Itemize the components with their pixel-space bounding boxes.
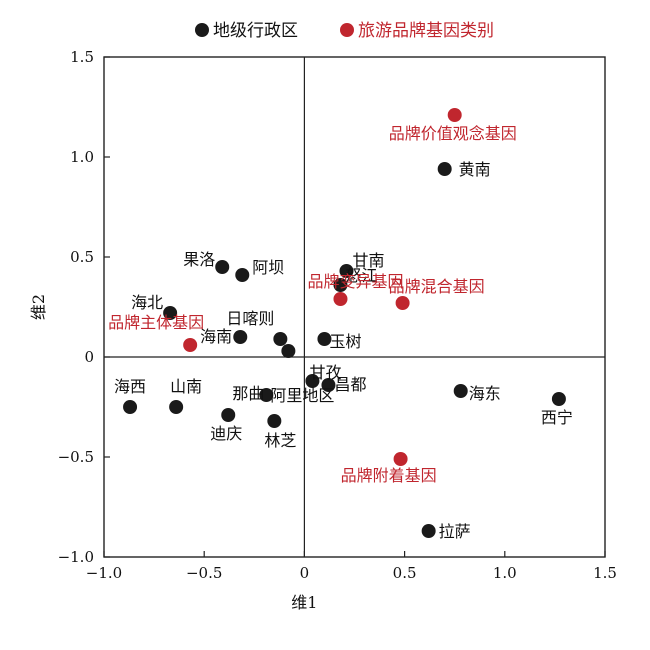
point-label: 海西 (114, 377, 146, 396)
point-label: 那曲 (232, 384, 264, 403)
x-tick-label: 1.0 (493, 564, 517, 582)
point-label: 海东 (469, 384, 501, 403)
point-label: 果洛 (183, 250, 215, 269)
point-label: 品牌价值观念基因 (389, 124, 517, 143)
point-label: 海北 (131, 293, 163, 312)
point-label: 阿坝 (252, 258, 284, 277)
gene-point (333, 292, 348, 306)
x-tick-label: 0.5 (393, 564, 417, 582)
region-point (453, 384, 468, 398)
y-tick-label: 1.0 (70, 148, 94, 166)
point-label: 拉萨 (439, 522, 471, 541)
point-label: 品牌变异基因 (307, 272, 403, 291)
axis-titles: 维1 维2 (29, 294, 317, 612)
point-label: 迪庆 (210, 424, 242, 443)
point-label: 阿里地区 (270, 386, 334, 405)
point-label: 怒江 (345, 266, 377, 285)
region-point (305, 374, 320, 388)
gene-point (395, 296, 410, 310)
region-point (267, 414, 282, 428)
x-axis-title: 维1 (291, 593, 317, 612)
region-point (437, 162, 452, 176)
point-label: 海南 (200, 327, 232, 346)
region-point (221, 408, 236, 422)
y-axis-title: 维2 (29, 294, 48, 320)
legend-marker-region (195, 23, 209, 37)
plot-area (103, 56, 606, 558)
point-label: 黄南 (459, 160, 491, 179)
point-label: 甘孜 (309, 363, 341, 382)
point-label: 品牌混合基因 (389, 277, 485, 296)
region-point (215, 260, 230, 274)
legend: 地级行政区 旅游品牌基因类别 (195, 21, 494, 41)
data-points (123, 108, 566, 538)
legend-marker-gene (340, 23, 354, 37)
y-tick-label: −1.0 (58, 548, 94, 566)
region-point (321, 378, 336, 392)
legend-label: 旅游品牌基因类别 (358, 21, 494, 41)
point-label: 品牌主体基因 (108, 313, 204, 332)
region-point (123, 400, 138, 414)
gene-point (393, 452, 408, 466)
region-point (551, 392, 566, 406)
y-tick-label: 1.5 (70, 48, 94, 66)
point-label: 昌都 (334, 375, 366, 394)
region-point (421, 524, 436, 538)
region-point (235, 268, 250, 282)
axis-ticks: −1.0−1.0 −0.5 −0.5 0 0 0.5 0.5 1.0 1.0 1.5 1.5 (58, 48, 617, 582)
point-label: 品牌附着基因 (341, 466, 437, 485)
region-point (339, 264, 354, 278)
region-point (273, 332, 288, 346)
region-point (333, 278, 348, 292)
gene-point (183, 338, 198, 352)
region-point (233, 330, 248, 344)
x-tick-label: −1.0 (86, 564, 122, 582)
x-tick-label: −0.5 (186, 564, 222, 582)
region-point (281, 344, 296, 358)
y-tick-label: −0.5 (58, 448, 94, 466)
point-label: 西宁 (541, 408, 573, 427)
gene-point (447, 108, 462, 122)
x-tick-label: 0 (300, 564, 310, 582)
region-point (163, 306, 178, 320)
point-label: 玉树 (329, 332, 361, 351)
point-label: 日喀则 (226, 309, 274, 328)
region-point (169, 400, 184, 414)
y-tick-label: 0.5 (70, 248, 94, 266)
legend-label: 地级行政区 (213, 21, 298, 41)
x-tick-label: 1.5 (593, 564, 617, 582)
y-tick-label: 0 (84, 348, 94, 366)
region-point (259, 388, 274, 402)
region-point (317, 332, 332, 346)
point-label: 山南 (170, 377, 202, 396)
point-label: 林芝 (264, 431, 296, 450)
point-label: 甘南 (352, 251, 384, 270)
plot-border (103, 56, 606, 558)
